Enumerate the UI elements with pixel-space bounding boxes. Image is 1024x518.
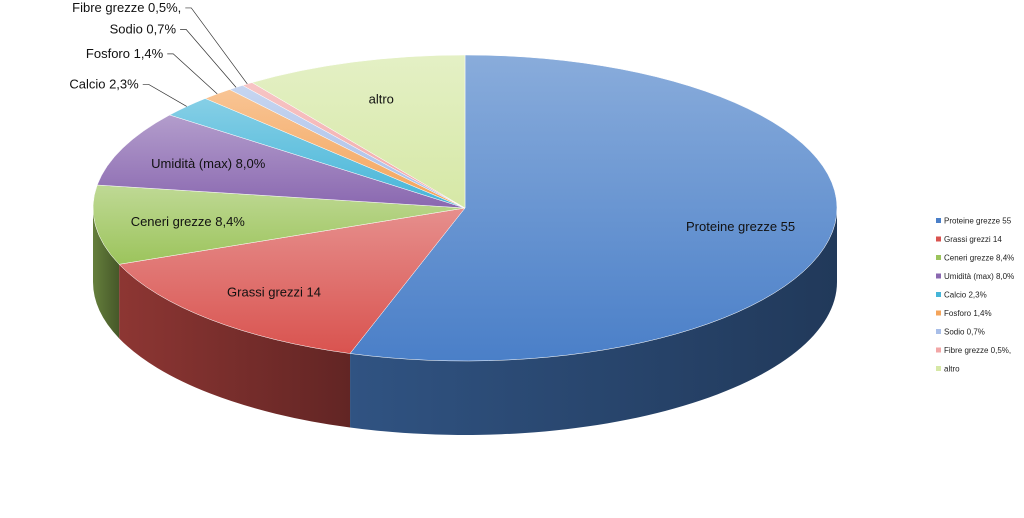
slice-label-6: Sodio 0,7% [110, 21, 177, 36]
slice-label-5: Fosforo 1,4% [86, 46, 164, 61]
slice-label-7: Fibre grezze 0,5%, [72, 0, 181, 15]
slice-labels: Proteine grezze 55 Grassi grezzi 14 Ceneri… [69, 0, 795, 300]
leader-line-5 [167, 53, 218, 95]
legend-entry-3: Umidità (max) 8,0% [944, 272, 1014, 281]
pie-side-1 [119, 264, 351, 428]
pie-sides [93, 208, 837, 435]
legend-swatch-0 [936, 218, 941, 223]
slice-label-8: altro [369, 92, 394, 107]
legend-entry-7: Fibre grezze 0,5%, [944, 346, 1011, 355]
leader-line-4 [142, 84, 187, 107]
legend-entry-1: Grassi grezzi 14 [944, 235, 1002, 244]
slice-label-4: Calcio 2,3% [69, 76, 139, 91]
leader-line-6 [180, 29, 237, 88]
pie-slice-1 [118, 207, 466, 354]
pie-slices [92, 54, 838, 362]
leader-line-7 [185, 7, 248, 85]
pie-side-0 [350, 208, 837, 435]
legend-swatch-4 [936, 292, 941, 297]
legend-entry-6: Sodio 0,7% [944, 328, 985, 337]
legend-swatch-2 [936, 255, 941, 260]
pie-slice-0 [349, 54, 838, 362]
legend-swatch-6 [936, 329, 941, 334]
legend-entry-0: Proteine grezze 55 [944, 217, 1012, 226]
legend: Proteine grezze 55 Grassi grezzi 14 Ceneri… [936, 217, 1014, 374]
pie-slice-3 [96, 114, 466, 209]
pie-side-2 [93, 208, 120, 339]
pie-slice-8 [251, 54, 466, 209]
legend-entry-8: altro [944, 365, 960, 374]
leader-lines [142, 7, 248, 107]
legend-swatch-8 [936, 366, 941, 371]
legend-swatch-5 [936, 310, 941, 316]
legend-entry-5: Fosforo 1,4% [944, 309, 992, 318]
slice-label-1: Grassi grezzi 14 [227, 285, 321, 300]
legend-entry-2: Ceneri grezze 8,4% [944, 254, 1014, 263]
legend-swatch-1 [936, 236, 941, 242]
slice-label-0: Proteine grezze 55 [686, 219, 795, 234]
legend-swatch-7 [936, 347, 941, 353]
pie-slice-2 [92, 184, 466, 265]
slice-label-3: Umidità (max) 8,0% [151, 156, 266, 171]
legend-swatch-3 [936, 273, 941, 279]
slice-label-2: Ceneri grezze 8,4% [131, 214, 246, 229]
legend-entry-4: Calcio 2,3% [944, 291, 987, 300]
